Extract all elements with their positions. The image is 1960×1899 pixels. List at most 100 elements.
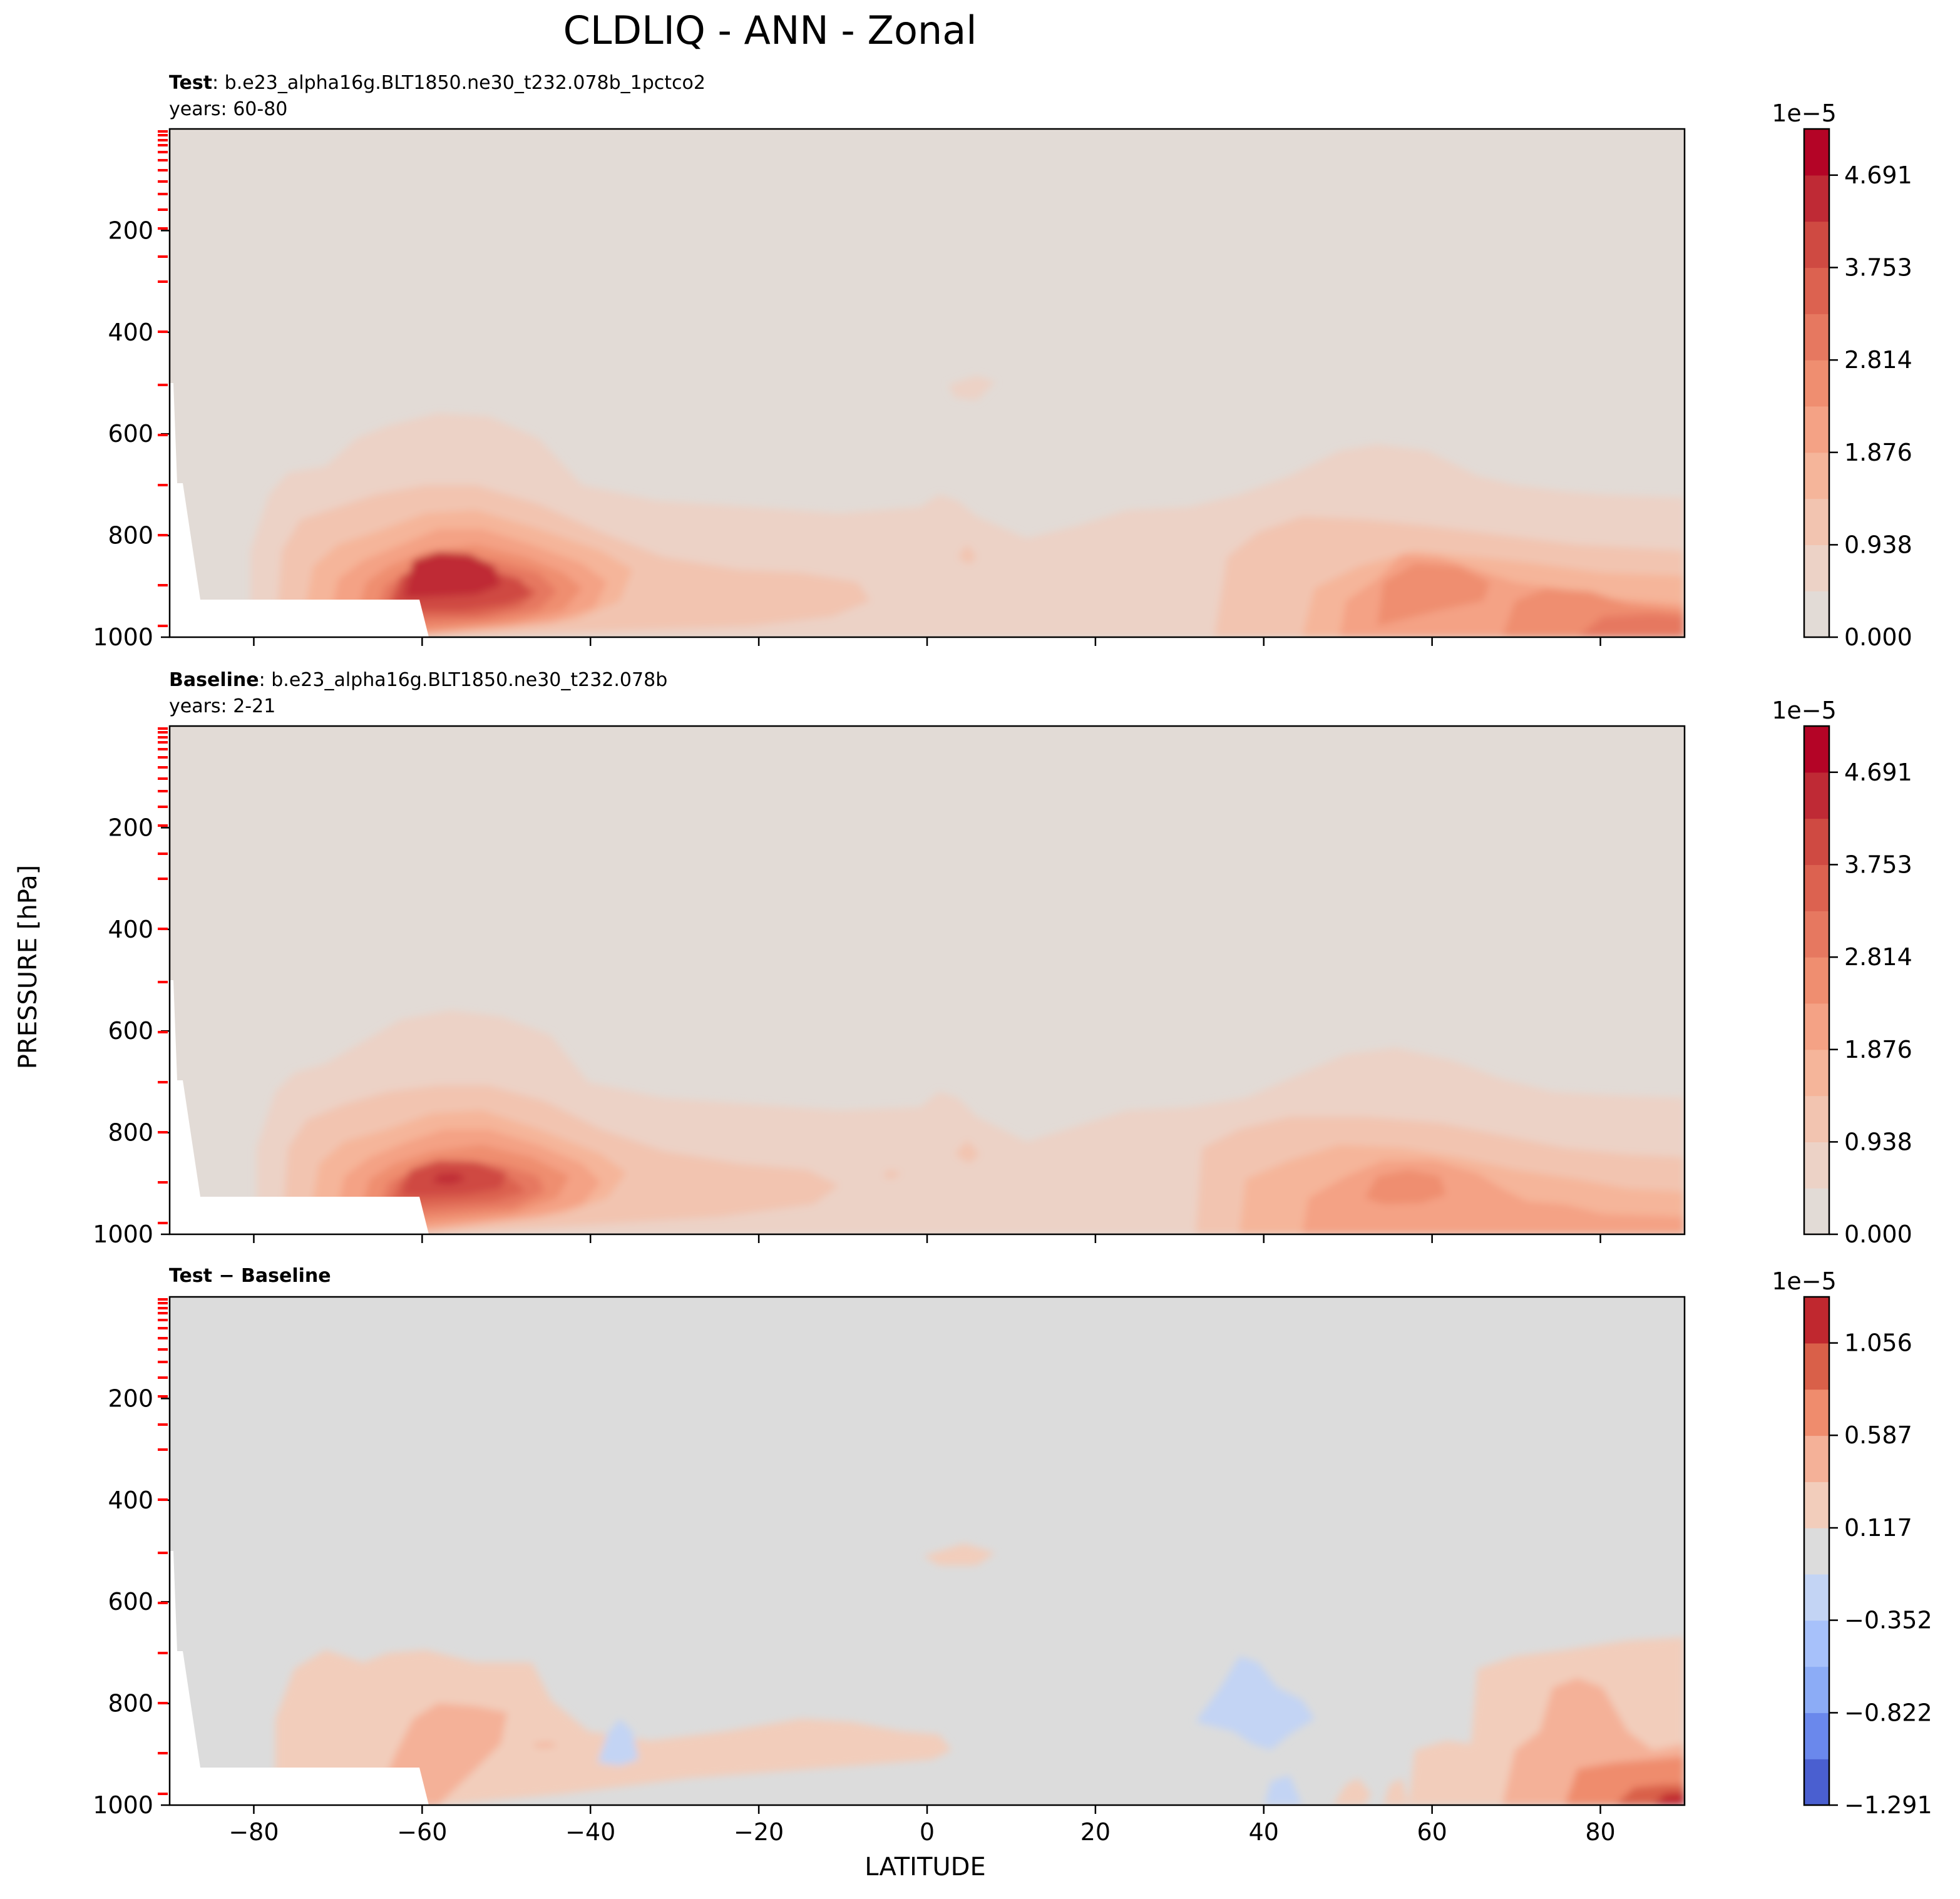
panel-difference-contours [170,1297,1685,1805]
contour-band [1196,1656,1315,1750]
colorbar-segment [1804,1620,1829,1667]
panel-baseline-ticks: 200 400 600 800 1000 [93,814,1601,1248]
contour-band [1365,1170,1446,1204]
panel-difference-level-markers [158,1298,168,1795]
colorbar-tick-label: 3.753 [1844,851,1912,878]
colorbar-segment [1804,1003,1829,1050]
colorbar-frame [1803,128,1830,638]
y-axis-label: PRESSURE [hPa] [14,865,43,1069]
y-tick-label: 400 [108,916,153,943]
contour-band [1653,1793,1685,1805]
missing-data-mask [170,383,429,637]
x-tick-label: 60 [1417,1818,1447,1846]
y-tick-label: 200 [108,814,153,841]
colorbar-tick-label: 4.691 [1844,161,1912,189]
contour-band [404,552,501,598]
panel-test: Test: b.e23_alpha16g.BLT1850.ne30_t232.0… [93,72,1912,651]
contour-band [432,1173,466,1184]
y-tick-label: 600 [108,420,153,448]
panel-baseline-label-rest: : b.e23_alpha16g.BLT1850.ne30_t232.078b [259,669,668,691]
colorbar-segment [1804,221,1829,269]
colorbar-segment [1804,1049,1829,1097]
colorbar-segment [1804,1666,1829,1713]
panel-test-label-rest: : b.e23_alpha16g.BLT1850.ne30_t232.078b_… [212,72,705,94]
panel-difference-colorbar: 1.056 0.587 0.117 −0.352 −0.822 −1.291 1e−5 [1772,1267,1932,1819]
colorbar-segment [1804,1142,1829,1189]
x-tick-label: 20 [1080,1818,1111,1846]
missing-data-mask [170,1551,429,1805]
colorbar-segment [1804,818,1829,866]
panel-test-level-markers [158,130,168,627]
x-tick-label: 40 [1249,1818,1279,1846]
panel-test-ticks: 200 400 600 800 1000 [93,217,1601,651]
colorbar-tick-label: −0.352 [1844,1607,1932,1634]
panel-test-years: years: 60-80 [169,98,287,120]
contour-band [598,1719,639,1766]
y-tick-label: 400 [108,319,153,346]
panel-test-label-bold: Test [169,72,212,94]
colorbar-segment [1804,452,1829,499]
contour-band [1578,613,1685,637]
colorbar-segment [1804,772,1829,819]
panel-difference-title: Test − Baseline [169,1265,331,1287]
colorbar-frame [1803,725,1830,1236]
colorbar-frame [1803,1296,1830,1806]
colorbar-tick-label: 0.938 [1844,531,1912,558]
colorbar-tick-label: 4.691 [1844,759,1912,786]
colorbar-tick-label: 3.753 [1844,253,1912,281]
panel-difference-ticks: −80 −60 −40 −20 0 20 40 60 80 200 400 600 800 1000 [93,1385,1615,1846]
y-tick-label: 800 [108,1119,153,1147]
colorbar-segment [1804,498,1829,545]
contour-band [1333,1778,1371,1805]
colorbar-segment [1804,1389,1829,1436]
x-axis-label: LATITUDE [865,1853,985,1881]
colorbar-tick-label: 1.876 [1844,1036,1912,1063]
y-tick-label: 600 [108,1588,153,1615]
panel-test-title: Test: b.e23_alpha16g.BLT1850.ne30_t232.0… [169,72,705,94]
colorbar-segment [1804,360,1829,407]
y-tick-label: 1000 [93,623,153,651]
colorbar-segment [1804,1712,1829,1759]
y-tick-label: 400 [108,1487,153,1514]
panel-baseline-years: years: 2-21 [169,695,275,717]
x-tick-label: −80 [228,1818,279,1846]
contour-band [532,1743,557,1748]
colorbar-segment [1804,957,1829,1004]
figure-title: CLDLIQ - ANN - Zonal [563,8,977,53]
colorbar-segment [1804,864,1829,911]
y-tick-label: 600 [108,1017,153,1045]
colorbar-segment [1804,175,1829,222]
colorbar-multiplier: 1e−5 [1772,100,1837,127]
y-tick-label: 200 [108,1385,153,1412]
colorbar-segment [1804,406,1829,453]
contour-band [955,1140,980,1164]
colorbar-segment [1804,1188,1829,1235]
x-tick-label: −20 [734,1818,784,1846]
y-tick-label: 1000 [93,1791,153,1819]
colorbar-tick-label: 0.587 [1844,1421,1912,1449]
colorbar-tick-label: −0.822 [1844,1699,1932,1726]
contour-band [958,545,977,565]
colorbar-multiplier: 1e−5 [1772,1267,1837,1295]
colorbar-segment [1804,1297,1829,1344]
contour-band [948,376,995,401]
panel-baseline: Baseline: b.e23_alpha16g.BLT1850.ne30_t2… [93,669,1912,1248]
panel-baseline-label-bold: Baseline [169,669,259,691]
colorbar-multiplier: 1e−5 [1772,697,1837,724]
y-tick-label: 800 [108,522,153,550]
colorbar-tick-label: 1.876 [1844,439,1912,466]
colorbar-segment [1804,726,1829,773]
x-tick-label: 80 [1585,1818,1615,1846]
contour-band [1265,1775,1302,1805]
contour-band [776,590,842,605]
y-tick-label: 200 [108,217,153,244]
colorbar-segment [1804,1343,1829,1390]
panel-difference: Test − Baseline [93,1265,1932,1846]
colorbar-segment [1804,267,1829,314]
colorbar-tick-label: 2.814 [1844,943,1912,971]
colorbar-segment [1804,314,1829,361]
panel-test-contours [170,129,1685,637]
colorbar-tick-label: 2.814 [1844,346,1912,374]
colorbar-segment [1804,1528,1829,1575]
